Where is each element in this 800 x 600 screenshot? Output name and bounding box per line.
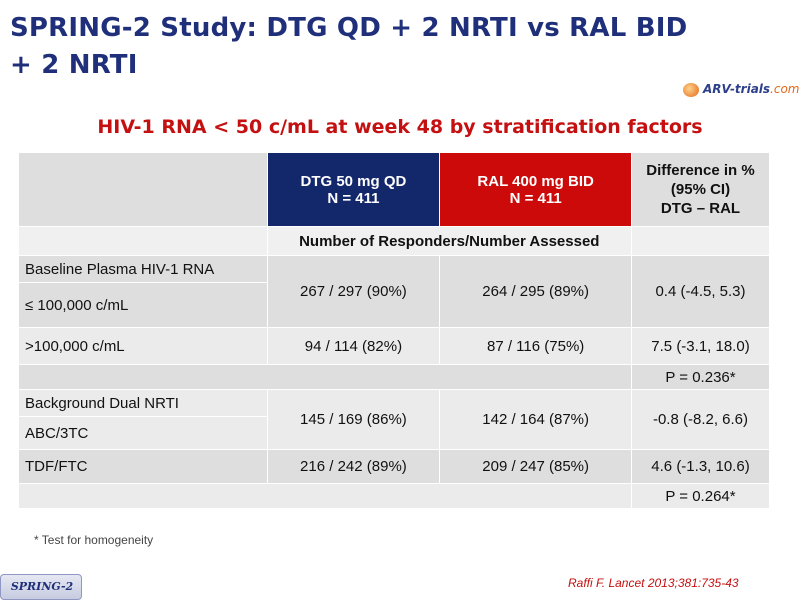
cell-diff: 4.6 (-1.3, 10.6) — [630, 449, 771, 484]
section-label-nrti: Background Dual NRTI — [18, 389, 268, 417]
footnote: * Test for homogeneity — [34, 533, 154, 547]
header-blank-cell — [18, 152, 268, 227]
cell-ral: 87 / 116 (75%) — [439, 327, 632, 365]
cell-diff: -0.8 (-8.2, 6.6) — [630, 389, 771, 450]
table-row: ≤ 100,000 c/mL — [18, 282, 770, 328]
header-diff-line: Difference in % — [646, 162, 755, 179]
header-difference: Difference in % (95% CI) DTG – RAL — [630, 152, 771, 227]
results-table: DTG 50 mg QD N = 411 RAL 400 mg BID N = … — [18, 152, 771, 509]
subheader-label: Number of Responders/Number Assessed — [266, 226, 632, 256]
row-label: ABC/3TC — [18, 416, 268, 450]
row-label: TDF/FTC — [18, 449, 268, 484]
header-dtg-line: DTG 50 mg QD — [300, 172, 407, 190]
p-value-row: P = 0.236* — [18, 364, 771, 390]
slide-title: SPRING-2 Study: DTG QD + 2 NRTI vs RAL B… — [10, 10, 710, 84]
cell-dtg: 94 / 114 (82%) — [266, 327, 441, 365]
title-line-2: + 2 NRTI — [10, 50, 138, 80]
p-value-rna: P = 0.236* — [630, 364, 771, 390]
study-badge: SPRING-2 — [0, 574, 82, 600]
cell-diff: 0.4 (-4.5, 5.3) — [630, 255, 771, 328]
reference-citation: Raffi F. Lancet 2013;381:735-43 — [568, 576, 739, 590]
table-row: Baseline Plasma HIV-1 RNA 267 / 297 (90%… — [18, 255, 771, 328]
section-label-rna: Baseline Plasma HIV-1 RNA — [18, 255, 268, 283]
cell-dtg: 145 / 169 (86%) — [266, 389, 441, 450]
header-ral-line: N = 411 — [509, 189, 562, 207]
row-label: >100,000 c/mL — [18, 327, 268, 365]
subheader-row: Number of Responders/Number Assessed — [18, 226, 771, 256]
p-value-spacer — [18, 483, 632, 509]
header-dtg: DTG 50 mg QD N = 411 — [266, 152, 441, 227]
header-ral-line: RAL 400 mg BID — [477, 172, 594, 190]
subheader-blank-cell — [630, 226, 771, 256]
header-ral: RAL 400 mg BID N = 411 — [439, 152, 632, 227]
logo-icon — [683, 83, 699, 97]
cell-diff: 7.5 (-3.1, 18.0) — [630, 327, 771, 365]
table-row: Background Dual NRTI 145 / 169 (86%) 142… — [18, 389, 771, 450]
cell-ral: 264 / 295 (89%) — [439, 255, 632, 328]
cell-ral: 142 / 164 (87%) — [439, 389, 632, 450]
table-row: >100,000 c/mL 94 / 114 (82%) 87 / 116 (7… — [18, 327, 771, 365]
p-value-spacer — [18, 364, 632, 390]
slide-subtitle: HIV-1 RNA < 50 c/mL at week 48 by strati… — [97, 116, 703, 138]
row-label: ≤ 100,000 c/mL — [18, 282, 268, 328]
header-diff-line: DTG – RAL — [660, 200, 741, 217]
subheader-blank-cell — [18, 226, 268, 256]
table-header-row: DTG 50 mg QD N = 411 RAL 400 mg BID N = … — [18, 152, 771, 227]
logo-brand: ARV-trials — [703, 82, 771, 96]
header-diff-line: (95% CI) — [670, 181, 731, 198]
p-value-nrti: P = 0.264* — [630, 483, 771, 509]
logo-suffix: .com — [770, 82, 800, 96]
cell-ral: 209 / 247 (85%) — [439, 449, 632, 484]
study-badge-label: SPRING-2 — [10, 580, 74, 593]
cell-dtg: 216 / 242 (89%) — [266, 449, 441, 484]
header-dtg-line: N = 411 — [327, 189, 380, 207]
cell-dtg: 267 / 297 (90%) — [266, 255, 441, 328]
title-line-1: SPRING-2 Study: DTG QD + 2 NRTI vs RAL B… — [10, 13, 688, 43]
arv-trials-logo: ARV-trials.com — [683, 80, 800, 102]
p-value-row: P = 0.264* — [18, 483, 771, 509]
logo-text: ARV-trials.com — [703, 82, 800, 96]
table-row: TDF/FTC 216 / 242 (89%) 209 / 247 (85%) … — [18, 449, 771, 484]
